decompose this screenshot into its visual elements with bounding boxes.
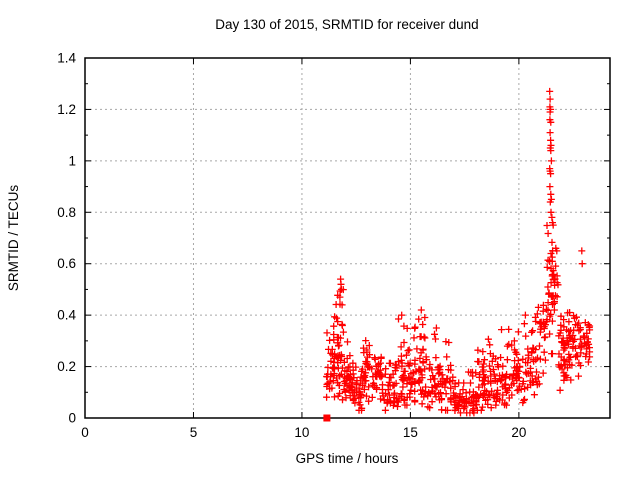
x-axis-label: GPS time / hours xyxy=(296,451,399,466)
y-tick-label: 0.6 xyxy=(57,256,76,271)
y-tick-label: 0 xyxy=(68,411,76,426)
x-tick-label: 10 xyxy=(294,425,309,440)
grid-lines xyxy=(85,58,610,418)
chart-title: Day 130 of 2015, SRMTID for receiver dun… xyxy=(215,17,478,32)
y-axis-label: SRMTID / TECUs xyxy=(6,185,21,292)
y-tick-label: 0.2 xyxy=(57,359,76,374)
plot-border xyxy=(84,57,611,419)
start-square-marker xyxy=(323,414,331,422)
scatter-points xyxy=(323,87,594,422)
y-tick-label: 1 xyxy=(68,153,76,168)
y-tick-label: 1.2 xyxy=(57,102,76,117)
y-tick-label: 0.4 xyxy=(57,308,76,323)
tick-labels: 0 5 10 15 20 0 0.2 0.4 0.6 0.8 1 1.2 1.4 xyxy=(57,51,526,441)
data-points-path xyxy=(323,87,594,417)
x-tick-label: 0 xyxy=(81,425,89,440)
y-tick-label: 0.8 xyxy=(57,205,76,220)
x-tick-label: 15 xyxy=(403,425,418,440)
x-tick-label: 20 xyxy=(511,425,526,440)
x-tick-label: 5 xyxy=(190,425,198,440)
y-tick-label: 1.4 xyxy=(57,51,76,66)
axis-ticks xyxy=(84,57,610,419)
